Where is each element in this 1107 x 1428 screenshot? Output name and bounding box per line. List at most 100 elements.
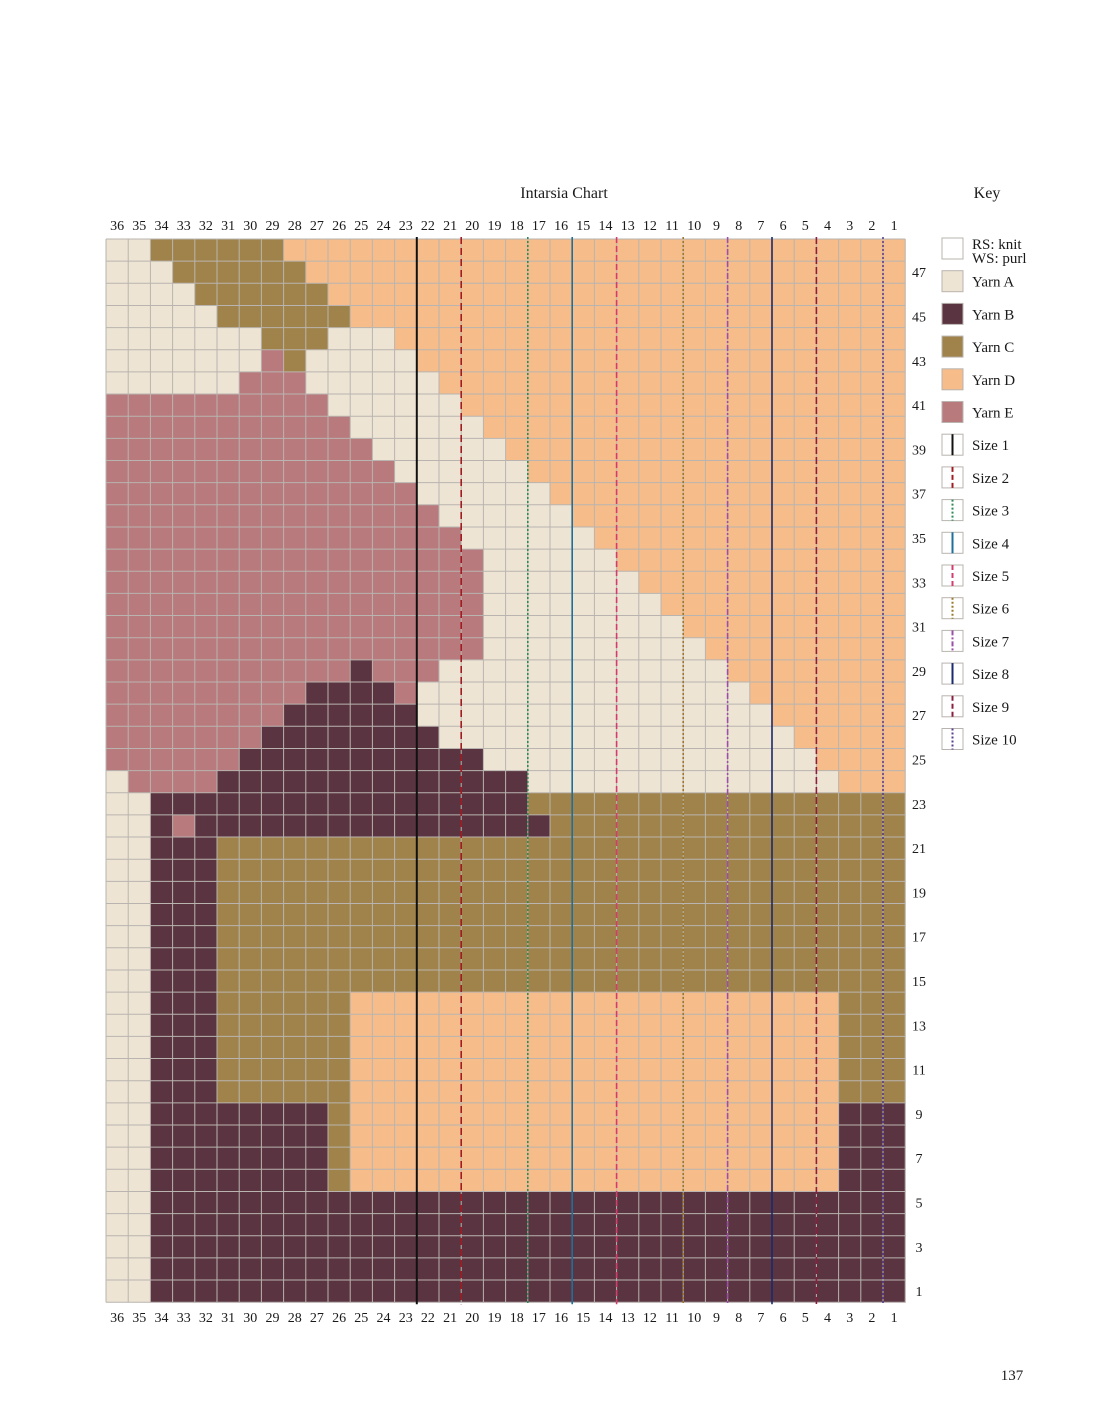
stitch-cell — [772, 283, 795, 306]
stitch-cell — [106, 1102, 129, 1126]
stitch-cell — [350, 482, 373, 506]
stitch-cell — [394, 947, 418, 971]
stitch-cell — [661, 992, 684, 1015]
stitch-cell — [772, 504, 795, 528]
stitch-cell — [727, 1235, 751, 1259]
stitch-cell — [283, 1280, 307, 1303]
stitch-cell — [616, 704, 640, 727]
stitch-cell — [239, 704, 262, 727]
stitch-cell — [572, 1125, 595, 1148]
stitch-cell — [860, 1213, 884, 1237]
stitch-cell — [772, 571, 795, 594]
stitch-cell — [883, 969, 906, 993]
stitch-cell — [172, 1169, 196, 1192]
column-label: 24 — [377, 1311, 391, 1326]
stitch-cell — [172, 726, 196, 749]
stitch-cell — [838, 682, 862, 705]
stitch-cell — [217, 903, 240, 927]
column-label: 11 — [665, 1311, 678, 1326]
stitch-cell — [794, 283, 817, 306]
stitch-cell — [328, 416, 351, 439]
stitch-cell — [505, 992, 529, 1015]
column-label: 33 — [177, 1311, 191, 1326]
row-label: 47 — [912, 266, 926, 281]
stitch-cell — [328, 593, 351, 616]
stitch-cell — [794, 837, 817, 860]
stitch-cell — [350, 283, 373, 306]
stitch-cell — [772, 682, 795, 705]
stitch-cell — [638, 305, 662, 328]
column-labels-top: 36 35 34 33 32 31 30 29 28 27 26 25 24 23 22 21 20 19 18 17… — [110, 219, 897, 234]
stitch-cell — [128, 526, 151, 550]
stitch-cell — [505, 327, 529, 351]
stitch-cell — [461, 1257, 484, 1281]
stitch-cell — [194, 770, 218, 794]
stitch-cell — [239, 416, 262, 439]
stitch-cell — [261, 1280, 284, 1303]
stitch-cell — [194, 571, 218, 594]
stitch-cell — [616, 969, 640, 993]
stitch-cell — [572, 615, 595, 639]
stitch-cell — [394, 1014, 418, 1037]
stitch-cell — [239, 1036, 262, 1059]
column-label: 33 — [177, 219, 191, 234]
column-label: 34 — [155, 219, 169, 234]
stitch-cell — [106, 1036, 129, 1059]
stitch-cell — [594, 947, 617, 971]
stitch-cell — [239, 903, 262, 927]
stitch-cell — [638, 814, 662, 838]
stitch-cell — [217, 947, 240, 971]
stitch-cell — [883, 726, 906, 749]
stitch-cell — [217, 925, 240, 949]
stitch-cell — [527, 349, 551, 373]
stitch-cell — [128, 947, 151, 971]
stitch-cell — [461, 1014, 484, 1037]
stitch-cell — [305, 283, 329, 306]
stitch-cell — [350, 615, 373, 639]
stitch-cell — [416, 482, 440, 506]
stitch-cell — [305, 837, 329, 860]
stitch-cell — [217, 1014, 240, 1037]
stitch-cell — [860, 1080, 884, 1104]
stitch-cell — [239, 482, 262, 506]
stitch-cell — [217, 1036, 240, 1059]
stitch-cell — [328, 305, 351, 328]
stitch-cell — [816, 504, 839, 528]
stitch-cell — [372, 859, 395, 882]
stitch-cell — [883, 1125, 906, 1148]
stitch-cell — [616, 615, 640, 639]
stitch-cell — [128, 482, 151, 506]
stitch-cell — [372, 371, 395, 395]
stitch-cell — [305, 1235, 329, 1259]
stitch-cell — [194, 327, 218, 351]
stitch-cell — [217, 416, 240, 439]
stitch-cell — [461, 770, 484, 794]
stitch-cell — [239, 1235, 262, 1259]
stitch-cell — [283, 482, 307, 506]
stitch-cell — [772, 814, 795, 838]
stitch-cell — [838, 261, 862, 284]
stitch-cell — [683, 1102, 706, 1126]
stitch-cell — [550, 371, 573, 395]
stitch-cell — [705, 969, 728, 993]
stitch-cell — [172, 615, 196, 639]
stitch-cell — [439, 1257, 462, 1281]
stitch-cell — [527, 593, 551, 616]
stitch-cell — [217, 571, 240, 594]
stitch-cell — [239, 305, 262, 328]
stitch-cell — [461, 704, 484, 727]
stitch-cell — [106, 859, 129, 882]
stitch-cell — [683, 726, 706, 749]
stitch-cell — [749, 305, 773, 328]
stitch-cell — [394, 438, 418, 461]
stitch-cell — [261, 504, 284, 528]
stitch-cell — [749, 1036, 773, 1059]
stitch-cell — [106, 1213, 129, 1237]
stitch-cell — [328, 526, 351, 550]
stitch-cell — [749, 969, 773, 993]
stitch-cell — [439, 1125, 462, 1148]
stitch-cell — [727, 394, 751, 417]
stitch-cell — [550, 704, 573, 727]
stitch-cell — [727, 283, 751, 306]
stitch-cell — [683, 881, 706, 904]
